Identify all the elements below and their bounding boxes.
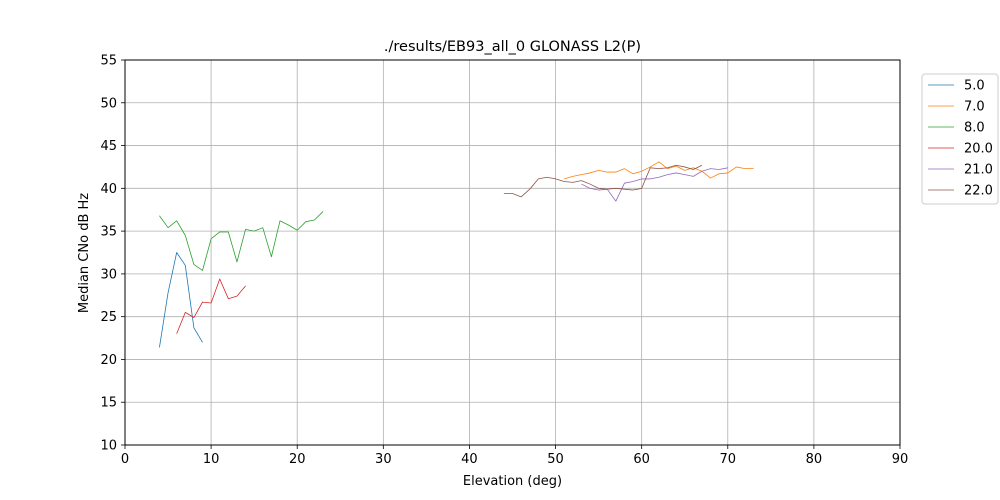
plot-frame	[124, 59, 901, 446]
y-tick-label: 55	[100, 54, 117, 69]
legend: 5.0 7.0 8.0 20.0 21.0 22.0	[921, 73, 999, 205]
y-tick-label: 30	[100, 267, 117, 282]
legend-label: 7.0	[964, 100, 985, 115]
x-tick-label: 80	[806, 452, 823, 467]
legend-label: 22.0	[964, 184, 993, 199]
x-tick-label: 50	[547, 452, 564, 467]
x-tick-label: 20	[289, 452, 306, 467]
x-tick-label: 30	[375, 452, 392, 467]
legend-label: 5.0	[964, 79, 985, 94]
x-tick-label: 60	[633, 452, 650, 467]
series-line-7-0	[564, 161, 754, 180]
x-tick-label: 10	[203, 452, 220, 467]
y-tick-label: 10	[100, 439, 117, 454]
series-line-5-0	[159, 252, 203, 348]
x-axis-label: Elevation (deg)	[463, 474, 562, 489]
x-tick-label: 70	[720, 452, 737, 467]
y-tick-label: 25	[100, 310, 117, 325]
axis-ticks: 0 10 20 30 40 50 60 70 80 90 10 15 20 25 30 35 40 45 50 55	[100, 54, 908, 468]
legend-label: 8.0	[964, 121, 985, 136]
legend-label: 20.0	[964, 142, 993, 157]
x-tick-label: 40	[461, 452, 478, 467]
series-line-20-0	[176, 278, 246, 334]
y-tick-label: 50	[100, 96, 117, 111]
x-tick-label: 0	[121, 452, 129, 467]
y-tick-label: 20	[100, 353, 117, 368]
series-line-8-0	[159, 211, 324, 271]
y-tick-label: 15	[100, 396, 117, 411]
chart-title: ./results/EB93_all_0 GLONASS L2(P)	[384, 39, 641, 55]
legend-label: 21.0	[964, 163, 993, 178]
y-axis-label: Median CNo dB Hz	[77, 193, 92, 313]
y-tick-label: 35	[100, 225, 117, 240]
y-tick-label: 40	[100, 182, 117, 197]
legend-box	[921, 73, 999, 205]
x-tick-label: 90	[892, 452, 909, 467]
series-lines	[159, 161, 754, 348]
y-tick-label: 45	[100, 139, 117, 154]
series-line-22-0	[503, 164, 703, 198]
